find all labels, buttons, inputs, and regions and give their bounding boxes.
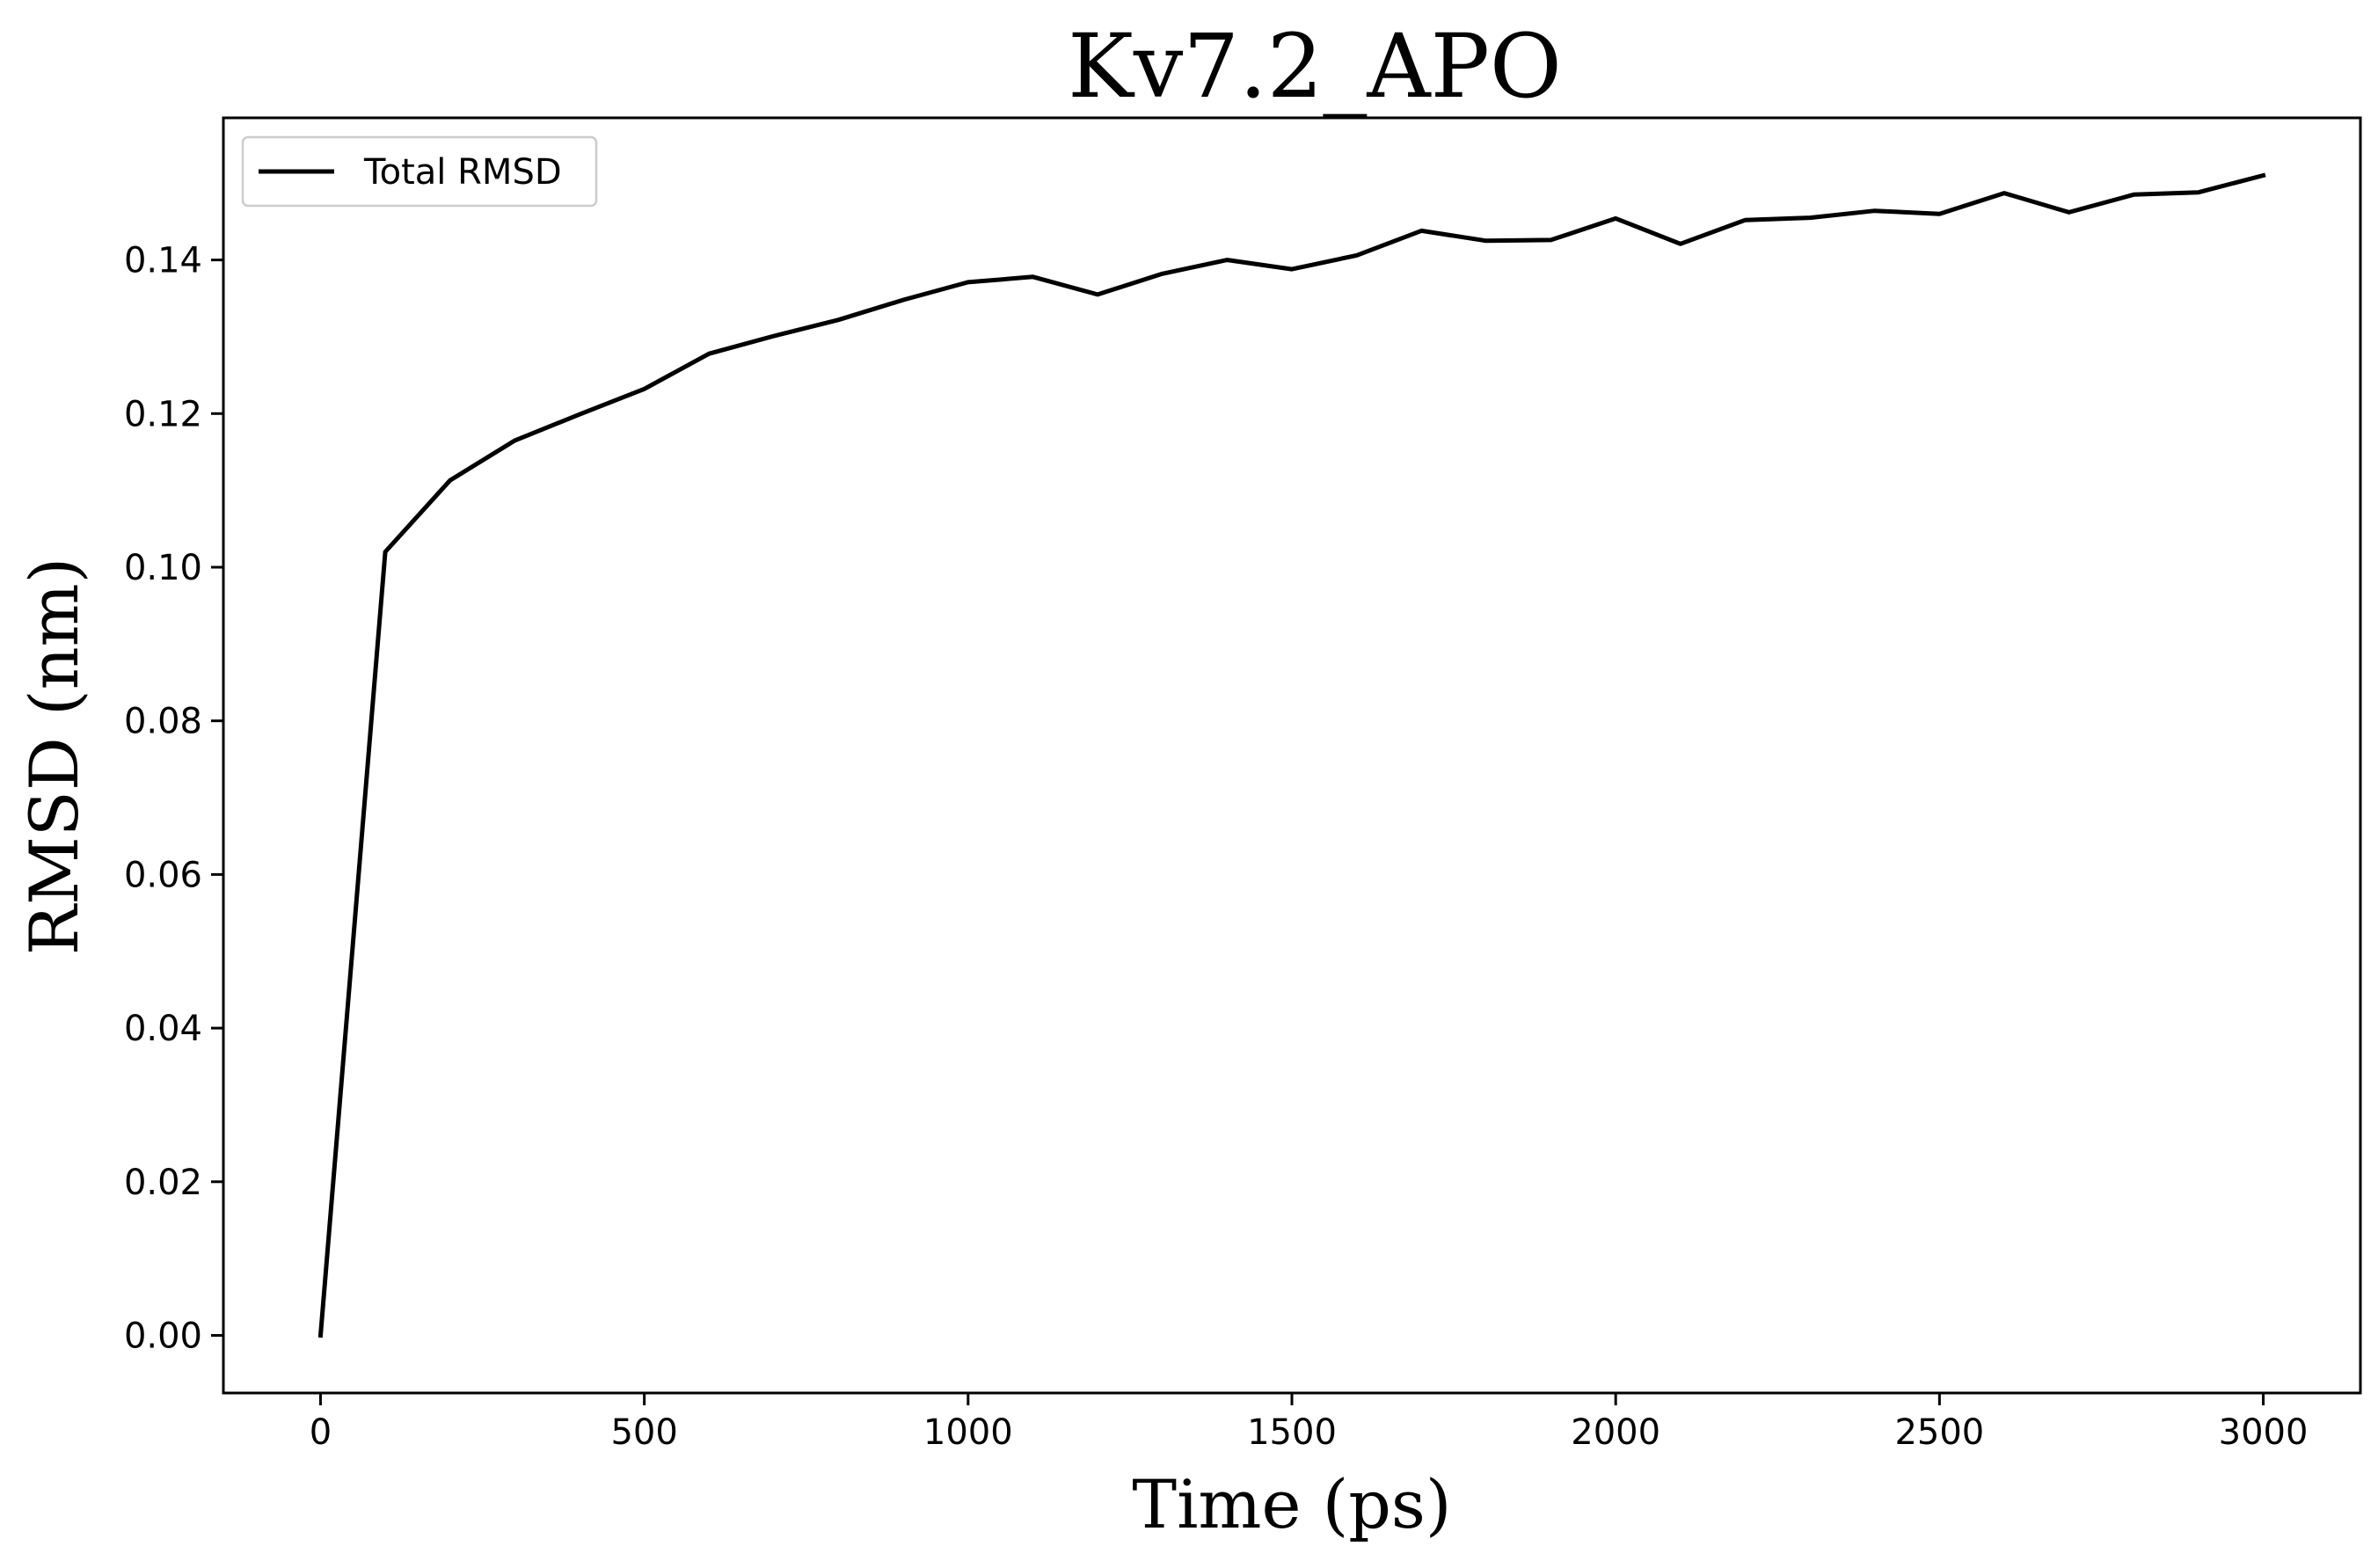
y-axis-label: RMSD (nm) (15, 558, 93, 956)
legend-box (241, 135, 598, 208)
x-tick-label: 2500 (1894, 1412, 1984, 1453)
x-tick-label: 1500 (1247, 1412, 1337, 1453)
y-tick-label: 0.10 (124, 548, 202, 588)
legend: Total RMSD (241, 135, 598, 208)
y-tick-label: 0.06 (124, 855, 202, 895)
x-tick-label: 1000 (923, 1412, 1013, 1453)
x-axis-label: Time (ps) (1132, 1465, 1451, 1543)
y-tick-label: 0.08 (124, 702, 202, 742)
x-tick-label: 3000 (2219, 1412, 2309, 1453)
y-tick-label: 0.00 (124, 1316, 202, 1356)
x-tick-label: 2000 (1571, 1412, 1660, 1453)
legend-label-total-rmsd: Total RMSD (363, 152, 562, 193)
y-tick-label: 0.12 (124, 394, 202, 434)
series-line-total-rmsd (317, 172, 2266, 1338)
y-tick-label: 0.14 (124, 241, 202, 281)
y-tick-label: 0.04 (124, 1009, 202, 1049)
y-tick-label: 0.02 (124, 1163, 202, 1203)
x-tick-label: 500 (610, 1412, 677, 1453)
chart-title: Kv7.2_APO (1068, 15, 1562, 118)
x-axis: 0 500 1000 1500 2000 2500 3000 (310, 1393, 2309, 1453)
x-tick-label: 0 (310, 1412, 332, 1453)
y-axis: 0.00 0.02 0.04 0.06 0.08 0.10 0.12 0.14 (124, 241, 223, 1356)
series-layer (317, 172, 2266, 1338)
